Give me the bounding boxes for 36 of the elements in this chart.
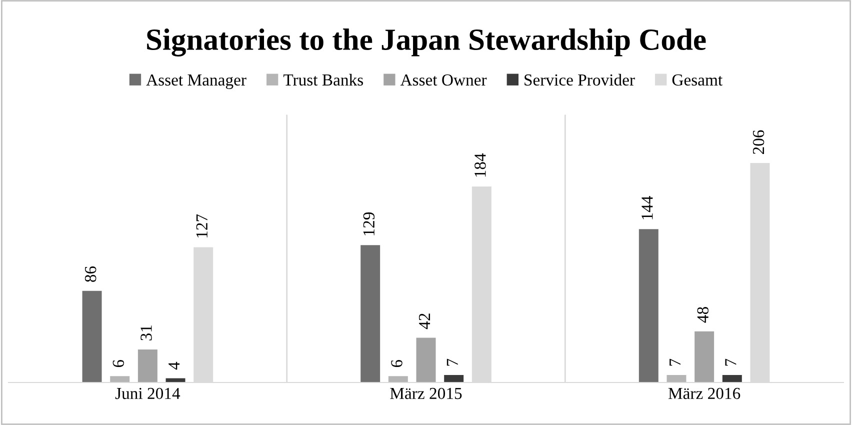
- data-label: 86: [84, 266, 96, 282]
- data-label: 6: [112, 360, 124, 368]
- legend-label: Gesamt: [672, 74, 723, 86]
- data-label: 4: [168, 362, 180, 370]
- x-tick-label: Juni 2014: [115, 388, 180, 400]
- legend-label: Asset Manager: [146, 74, 246, 90]
- bar: [360, 245, 380, 382]
- data-label: 7: [725, 358, 736, 366]
- bar: [166, 378, 186, 382]
- x-tick-label: März 2015: [390, 388, 462, 400]
- data-label: 48: [697, 306, 708, 323]
- bar: [416, 338, 436, 382]
- chart-title: Signatories to the Japan Stewardship Code: [147, 28, 706, 56]
- bar: [666, 375, 686, 382]
- bar: [388, 376, 408, 382]
- data-label: 144: [642, 196, 653, 220]
- legend-label: Service Provider: [524, 74, 635, 86]
- data-label: 7: [446, 358, 458, 366]
- data-label: 127: [196, 214, 208, 238]
- data-label: 6: [391, 360, 402, 368]
- data-label: 31: [140, 325, 152, 340]
- x-tick-label: März 2016: [668, 388, 740, 400]
- bar: [638, 229, 658, 382]
- bar: [138, 349, 158, 382]
- data-label: 7: [670, 358, 680, 366]
- data-label: 184: [474, 153, 486, 177]
- data-label: 42: [418, 314, 430, 330]
- bar: [722, 375, 742, 382]
- data-label: 206: [752, 130, 764, 154]
- legend-label: Asset Owner: [400, 74, 487, 86]
- bar: [444, 375, 464, 382]
- legend-label: Trust Banks: [283, 74, 363, 86]
- data-label: 129: [363, 212, 375, 236]
- bar: [82, 290, 102, 382]
- bar: [694, 331, 714, 382]
- bar: [110, 376, 130, 382]
